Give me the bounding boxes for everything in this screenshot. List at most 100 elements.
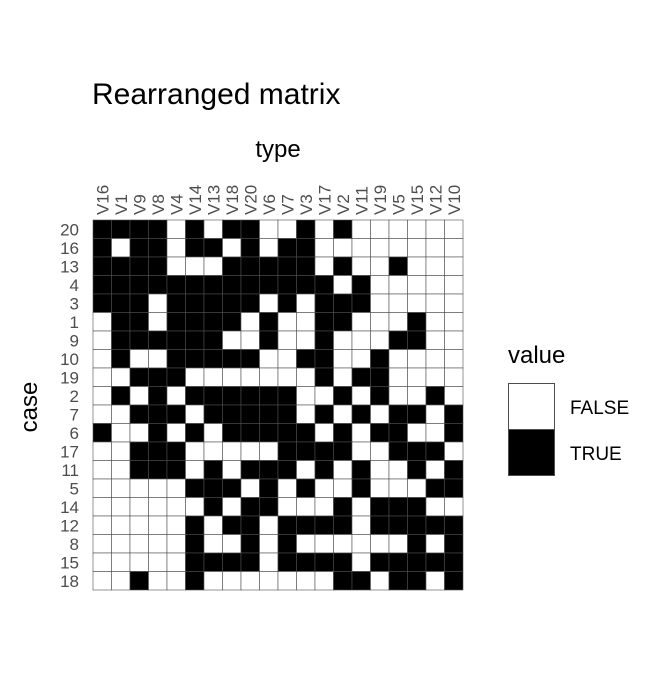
matrix-cell — [314, 349, 334, 369]
matrix-cell — [314, 275, 334, 295]
matrix-cell — [333, 219, 353, 239]
matrix-cell — [185, 275, 205, 295]
matrix-cell — [333, 478, 353, 498]
matrix-cell — [296, 552, 316, 572]
legend-label-true: TRUE — [570, 444, 622, 465]
matrix-cell — [240, 552, 260, 572]
matrix-cell — [277, 238, 297, 258]
matrix-cell — [333, 497, 353, 517]
matrix-cell — [129, 441, 149, 461]
matrix-cell — [351, 367, 371, 387]
row-tick-label: 11 — [61, 461, 79, 480]
matrix-cell — [148, 330, 168, 350]
matrix-cell — [111, 312, 131, 332]
matrix-cell — [185, 497, 205, 517]
matrix-cell — [203, 460, 223, 480]
matrix-cell — [314, 460, 334, 480]
matrix-cell — [148, 312, 168, 332]
legend-key-true — [508, 429, 555, 476]
matrix-cell — [203, 478, 223, 498]
matrix-cell — [129, 515, 149, 535]
matrix-cell — [351, 497, 371, 517]
matrix-cell — [407, 404, 427, 424]
matrix-cell — [277, 219, 297, 239]
matrix-cell — [240, 367, 260, 387]
matrix-cell — [259, 256, 279, 276]
matrix-cell — [277, 497, 297, 517]
matrix-cell — [314, 293, 334, 313]
matrix-cell — [259, 312, 279, 332]
matrix-cell — [277, 460, 297, 480]
matrix-cell — [425, 534, 445, 554]
matrix-cell — [222, 478, 242, 498]
matrix-cell — [259, 515, 279, 535]
matrix-cell — [388, 423, 408, 443]
column-tick-label: V1 — [112, 194, 131, 215]
column-tick-label: V4 — [167, 194, 186, 215]
matrix-cell — [92, 330, 112, 350]
matrix-cell — [148, 441, 168, 461]
matrix-cell — [351, 534, 371, 554]
matrix-cell — [296, 386, 316, 406]
matrix-cell — [185, 404, 205, 424]
matrix-cell — [388, 275, 408, 295]
matrix-cell — [166, 312, 186, 332]
matrix-cell — [296, 275, 316, 295]
matrix-cell — [185, 219, 205, 239]
matrix-cell — [333, 330, 353, 350]
matrix-cell — [92, 423, 112, 443]
column-tick-label: V13 — [204, 185, 223, 215]
row-tick-label: 4 — [70, 276, 79, 295]
matrix-cell — [351, 552, 371, 572]
matrix-cell — [166, 441, 186, 461]
matrix-cell — [185, 423, 205, 443]
matrix-cell — [222, 441, 242, 461]
matrix-cell — [314, 534, 334, 554]
matrix-cell — [333, 293, 353, 313]
matrix-cell — [148, 423, 168, 443]
matrix-cell — [222, 219, 242, 239]
matrix-cell — [240, 460, 260, 480]
matrix-cell — [314, 386, 334, 406]
matrix-cell — [314, 441, 334, 461]
matrix-cell — [259, 534, 279, 554]
matrix-cell — [425, 219, 445, 239]
matrix-cell — [111, 515, 131, 535]
matrix-cell — [166, 367, 186, 387]
matrix-cell — [240, 330, 260, 350]
matrix-cell — [296, 349, 316, 369]
matrix-cell — [425, 238, 445, 258]
matrix-cell — [407, 497, 427, 517]
matrix-cell — [92, 275, 112, 295]
matrix-cell — [277, 275, 297, 295]
matrix-cell — [296, 497, 316, 517]
matrix-cell — [314, 312, 334, 332]
matrix-cell — [92, 534, 112, 554]
matrix-cell — [351, 256, 371, 276]
matrix-cell — [333, 515, 353, 535]
matrix-cell — [407, 367, 427, 387]
matrix-cell — [203, 256, 223, 276]
matrix-cell — [314, 256, 334, 276]
matrix-cell — [259, 293, 279, 313]
matrix-cell — [203, 497, 223, 517]
row-tick-label: 18 — [60, 572, 79, 591]
matrix-cell — [425, 275, 445, 295]
matrix-cell — [259, 423, 279, 443]
matrix-cell — [314, 330, 334, 350]
matrix-cell — [111, 478, 131, 498]
matrix-cell — [314, 404, 334, 424]
column-tick-label: V17 — [315, 185, 334, 215]
matrix-cell — [166, 404, 186, 424]
matrix-cell — [111, 423, 131, 443]
matrix-cell — [148, 256, 168, 276]
matrix-cell — [370, 330, 390, 350]
matrix-cell — [351, 386, 371, 406]
matrix-cell — [111, 571, 131, 591]
matrix-cell — [129, 423, 149, 443]
matrix-cell — [129, 275, 149, 295]
matrix-cell — [148, 571, 168, 591]
matrix-cell — [277, 441, 297, 461]
matrix-cell — [203, 349, 223, 369]
matrix-cell — [92, 219, 112, 239]
